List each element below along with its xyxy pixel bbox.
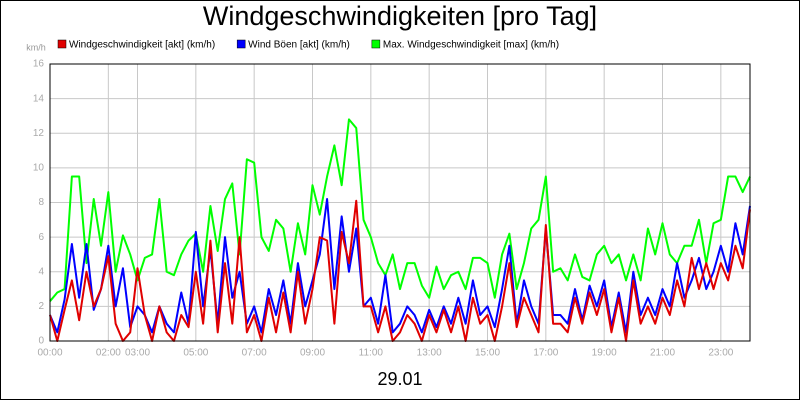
y-tick-label: 10	[33, 163, 45, 174]
legend-swatch	[371, 39, 381, 49]
y-tick-label: 14	[33, 93, 45, 104]
x-tick-label: 07:00	[242, 348, 267, 359]
x-tick-label: 11:00	[359, 348, 384, 359]
plot-border	[49, 63, 751, 342]
legend-swatch	[236, 39, 246, 49]
x-tick-label: 13:00	[417, 348, 442, 359]
legend-swatch	[57, 39, 67, 49]
y-tick-label: 12	[33, 128, 45, 139]
x-tick-label: 00:00	[37, 348, 62, 359]
x-axis-label: 29.01	[377, 369, 422, 389]
x-tick-label: 09:00	[300, 348, 325, 359]
x-tick-label: 17:00	[533, 348, 558, 359]
y-tick-label: 16	[33, 59, 45, 70]
y-tick-label: 6	[38, 232, 44, 243]
y-axis-unit: km/h	[26, 42, 46, 52]
y-tick-label: 0	[38, 336, 44, 347]
x-tick-label: 21:00	[650, 348, 675, 359]
chart-title: Windgeschwindigkeiten [pro Tag]	[203, 1, 597, 31]
x-tick-label: 02:00	[96, 348, 121, 359]
series-line	[49, 118, 751, 302]
x-tick-label: 03:00	[125, 348, 150, 359]
legend-label: Wind Böen [akt] (km/h)	[248, 40, 350, 51]
legend-label: Max. Windgeschwindigkeit [max] (km/h)	[383, 40, 559, 51]
legend: Windgeschwindigkeit [akt] (km/h) Wind Böe…	[57, 39, 559, 51]
y-tick-label: 2	[38, 301, 44, 312]
x-tick-label: 23:00	[708, 348, 733, 359]
y-tick-label: 4	[38, 266, 44, 277]
x-tick-label: 05:00	[183, 348, 208, 359]
x-tick-label: 15:00	[475, 348, 500, 359]
legend-label: Windgeschwindigkeit [akt] (km/h)	[69, 40, 215, 51]
series-line	[49, 198, 751, 334]
series-line	[49, 199, 751, 342]
y-tick-label: 8	[38, 197, 44, 208]
x-tick-label: 19:00	[592, 348, 617, 359]
